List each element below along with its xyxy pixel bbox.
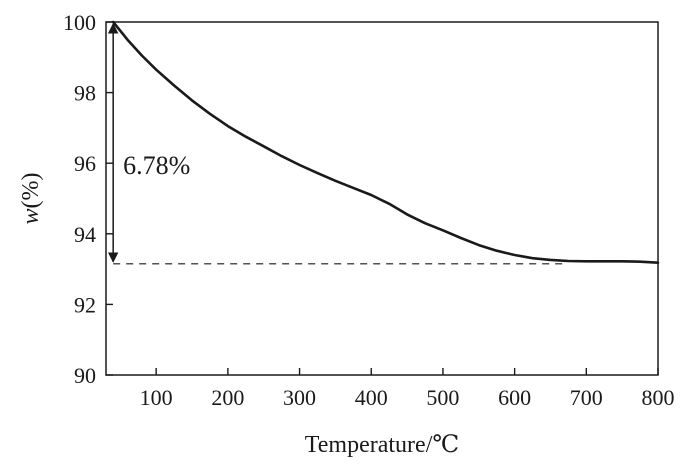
y-axis-title: w(%) (18, 173, 44, 225)
x-axis-title: Temperature/℃ (305, 432, 459, 458)
plot-area (107, 20, 660, 265)
series-line-0 (111, 20, 660, 264)
axis-ticks (106, 21, 659, 376)
mass-loss-label: 6.78% (123, 151, 190, 180)
x-tick-label-400: 400 (355, 385, 388, 410)
x-tick-label-500: 500 (426, 385, 459, 410)
y-tick-label-94: 94 (74, 222, 96, 247)
y-axis-variable: w (18, 208, 44, 224)
x-tick-label-100: 100 (140, 385, 173, 410)
y-tick-label-90: 90 (74, 363, 96, 388)
x-tick-label-600: 600 (498, 385, 531, 410)
y-tick-label-96: 96 (74, 151, 96, 176)
y-tick-label-100: 100 (63, 10, 96, 35)
y-tick-label-98: 98 (74, 81, 96, 106)
y-tick-label-92: 92 (74, 292, 96, 317)
plot-frame (105, 21, 659, 376)
x-tick-label-200: 200 (211, 385, 244, 410)
y-axis-unit: (%) (18, 173, 44, 209)
x-tick-label-700: 700 (570, 385, 603, 410)
x-tick-label-800: 800 (642, 385, 675, 410)
x-tick-label-300: 300 (283, 385, 316, 410)
axis-labels: 100 200 300 400 500 600 700 800 90 92 94 96 98 100 (63, 10, 675, 410)
